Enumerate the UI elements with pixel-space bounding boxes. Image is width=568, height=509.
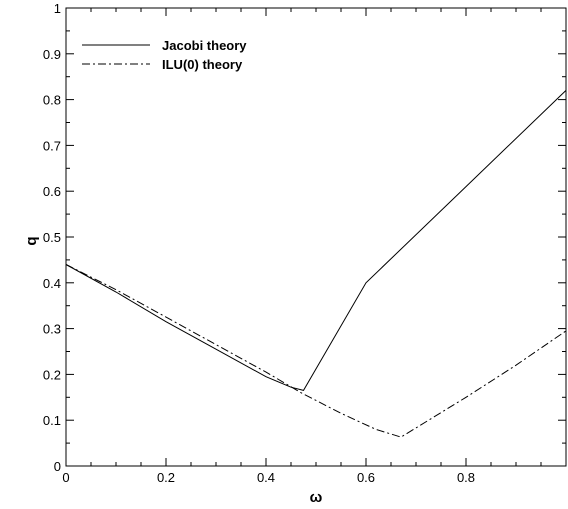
y-tick-label: 0.7 [43,138,61,153]
y-tick-label: 0.4 [43,276,61,291]
x-tick-label: 0.2 [157,470,175,485]
y-tick-label: 0 [54,459,61,474]
y-axis-title: q [23,236,40,245]
series-line-jacobi [65,90,567,391]
x-tick-label: 0.8 [457,470,475,485]
x-axis-ticks: 0 0.2 0.4 0.6 0.8 [62,8,542,485]
y-tick-label: 0.1 [43,413,61,428]
series-line-ilu [65,264,567,438]
legend: Jacobi theory ILU(0) theory [82,38,247,72]
x-tick-label: 0.6 [357,470,375,485]
y-tick-label: 0.8 [43,93,61,108]
y-tick-label: 0.3 [43,322,61,337]
legend-label-ilu: ILU(0) theory [162,57,243,72]
y-tick-label: 1 [54,1,61,16]
x-axis-title: ω [310,489,323,506]
plot-area [65,7,567,467]
y-axis-ticks: 0 0.1 0.2 0.3 0.4 0.5 0.6 0.7 0.8 0.9 1 [43,1,566,474]
y-tick-label: 0.2 [43,367,61,382]
y-tick-label: 0.5 [43,230,61,245]
y-tick-label: 0.9 [43,47,61,62]
x-tick-label: 0.4 [257,470,275,485]
series-layer [65,90,567,438]
y-tick-label: 0.6 [43,184,61,199]
x-tick-label: 0 [62,470,69,485]
legend-label-jacobi: Jacobi theory [162,38,247,53]
